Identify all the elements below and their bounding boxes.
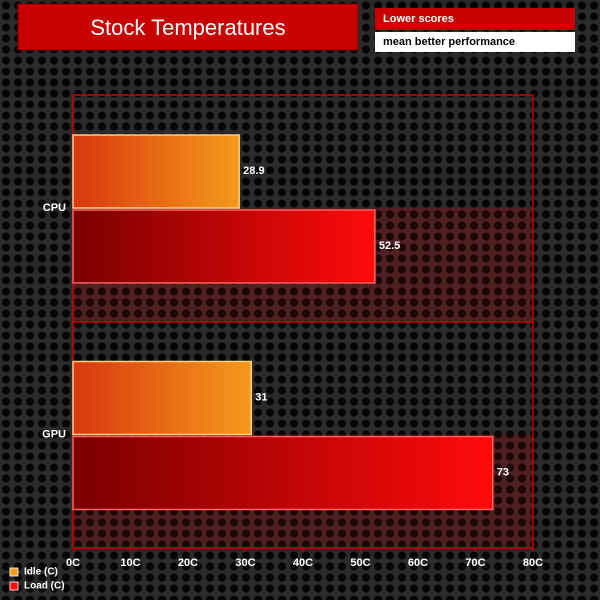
chart-title: Stock Temperatures: [90, 15, 285, 40]
x-tick-label: 10C: [120, 557, 140, 569]
legend-label: Idle (C): [24, 567, 58, 578]
legend-label: Load (C): [24, 581, 65, 592]
bar: [72, 134, 240, 209]
value-label: 52.5: [379, 240, 400, 252]
x-tick-label: 60C: [408, 557, 428, 569]
note-box: [375, 32, 575, 52]
legend-swatch: [9, 581, 19, 591]
value-label: 31: [255, 391, 267, 403]
y-tick-label: GPU: [42, 429, 66, 441]
value-label: 73: [497, 466, 509, 478]
x-tick-label: 70C: [465, 557, 485, 569]
x-tick-label: 50C: [350, 557, 370, 569]
y-tick-label: CPU: [43, 202, 66, 214]
x-tick-label: 40C: [293, 557, 313, 569]
bar: [72, 360, 252, 436]
x-tick-label: 30C: [235, 557, 255, 569]
x-tick-label: 0C: [66, 557, 80, 569]
bar: [72, 435, 494, 511]
value-label: 28.9: [243, 165, 264, 177]
x-tick-label: 80C: [523, 557, 543, 569]
note: mean better performance: [383, 36, 515, 48]
bar: [72, 209, 376, 284]
legend-swatch: [9, 567, 19, 577]
note-box: [375, 8, 575, 30]
title-box: [17, 3, 359, 51]
x-tick-label: 20C: [178, 557, 198, 569]
note: Lower scores: [383, 13, 454, 25]
